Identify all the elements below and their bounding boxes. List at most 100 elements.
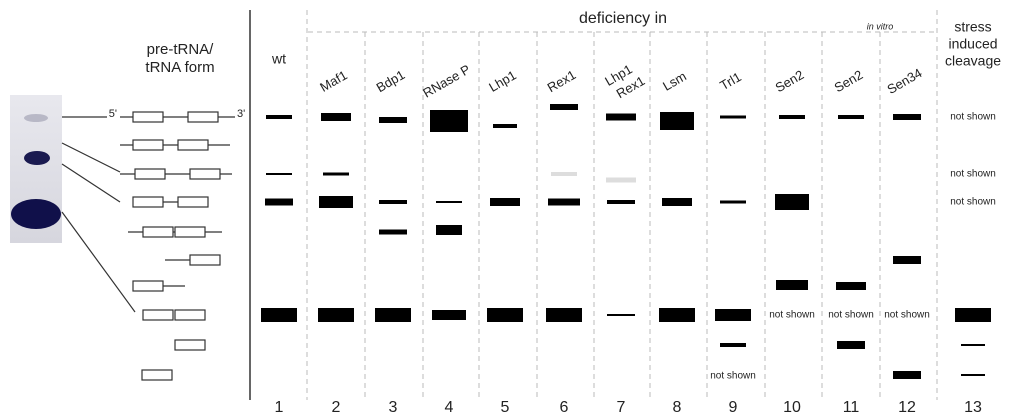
- form-exon: [133, 197, 163, 207]
- lane-number: 4: [445, 399, 454, 416]
- band: [430, 110, 468, 132]
- form-exon: [142, 370, 172, 380]
- band: [720, 116, 746, 119]
- band: [776, 280, 808, 290]
- form-exon: [178, 197, 208, 207]
- band: [838, 115, 864, 119]
- band: [662, 198, 692, 206]
- gel-band: [24, 151, 50, 165]
- band: [550, 104, 578, 110]
- not-shown-note: not shown: [950, 169, 996, 180]
- band: [720, 201, 746, 204]
- not-shown-note: not shown: [828, 310, 874, 321]
- form-exon: [175, 340, 205, 350]
- band: [379, 117, 407, 123]
- three-prime: 3': [237, 108, 245, 120]
- form-exon: [188, 112, 218, 122]
- band: [837, 341, 865, 349]
- band: [955, 308, 991, 322]
- stress-title: cleavage: [945, 53, 1001, 69]
- not-shown-note: not shown: [884, 310, 930, 321]
- band: [779, 115, 805, 119]
- band: [606, 114, 636, 121]
- band: [436, 225, 462, 235]
- column-label: Lsm: [660, 68, 689, 93]
- band: [321, 113, 351, 121]
- column-label: Trl1: [717, 69, 743, 93]
- not-shown-note: not shown: [950, 112, 996, 123]
- form-exon: [178, 140, 208, 150]
- band: [319, 196, 353, 208]
- band: [546, 308, 582, 322]
- form-exon: [175, 310, 205, 320]
- band: [893, 371, 921, 379]
- band: [961, 344, 985, 346]
- column-label: Sen34: [884, 65, 924, 97]
- band: [493, 124, 517, 128]
- form-exon: [175, 227, 205, 237]
- lane-number: 12: [898, 399, 916, 416]
- band: [487, 308, 523, 322]
- column-label: wt: [271, 51, 286, 67]
- deficiency-title: deficiency in: [579, 10, 667, 27]
- column-label: Bdp1: [374, 67, 408, 95]
- band: [323, 173, 349, 176]
- gel-connector: [62, 212, 135, 312]
- band: [379, 200, 407, 204]
- lane-number: 7: [617, 399, 626, 416]
- gel-band: [11, 199, 61, 229]
- band: [266, 173, 292, 175]
- lane-number: 9: [729, 399, 738, 416]
- five-prime: 5': [109, 108, 117, 120]
- band: [265, 199, 293, 206]
- stress-title: induced: [948, 36, 997, 52]
- column-label: Lhp1: [486, 67, 519, 94]
- band: [375, 308, 411, 322]
- form-exon: [133, 281, 163, 291]
- form-title: pre-tRNA/: [147, 41, 215, 58]
- lane-number: 1: [275, 399, 284, 416]
- band: [893, 256, 921, 264]
- form-exon: [190, 255, 220, 265]
- gel-band: [24, 114, 48, 122]
- stress-title: stress: [954, 19, 991, 35]
- band: [379, 230, 407, 235]
- band: [607, 200, 635, 204]
- band: [436, 201, 462, 203]
- form-title: tRNA form: [145, 59, 214, 76]
- band: [266, 115, 292, 119]
- lane-number: 13: [964, 399, 982, 416]
- band: [432, 310, 466, 320]
- band: [551, 172, 577, 176]
- band: [893, 114, 921, 120]
- lane-number: 3: [389, 399, 398, 416]
- band: [961, 374, 985, 376]
- band: [659, 308, 695, 322]
- lane-number: 2: [332, 399, 341, 416]
- band: [606, 178, 636, 183]
- form-exon: [133, 112, 163, 122]
- in-vitro-label: in vitro: [867, 21, 894, 31]
- figure: pre-tRNA/tRNA form deficiency in in vitro s…: [0, 0, 1011, 420]
- form-exon: [135, 169, 165, 179]
- column-label: Rex1: [545, 67, 579, 95]
- gel-connector: [62, 143, 120, 172]
- band: [836, 282, 866, 290]
- band: [775, 194, 809, 210]
- band: [318, 308, 354, 322]
- column-label: RNase P: [420, 62, 473, 101]
- lane-number: 8: [673, 399, 682, 416]
- form-exon: [143, 227, 173, 237]
- band: [261, 308, 297, 322]
- lane-number: 11: [843, 399, 860, 416]
- lane-number: 5: [501, 399, 510, 416]
- lane-number: 6: [560, 399, 569, 416]
- band: [490, 198, 520, 206]
- band: [607, 314, 635, 316]
- not-shown-note: not shown: [769, 310, 815, 321]
- not-shown-note: not shown: [950, 197, 996, 208]
- band: [548, 199, 580, 206]
- lane-number: 10: [783, 399, 801, 416]
- column-label: Sen2: [773, 67, 807, 95]
- form-exon: [190, 169, 220, 179]
